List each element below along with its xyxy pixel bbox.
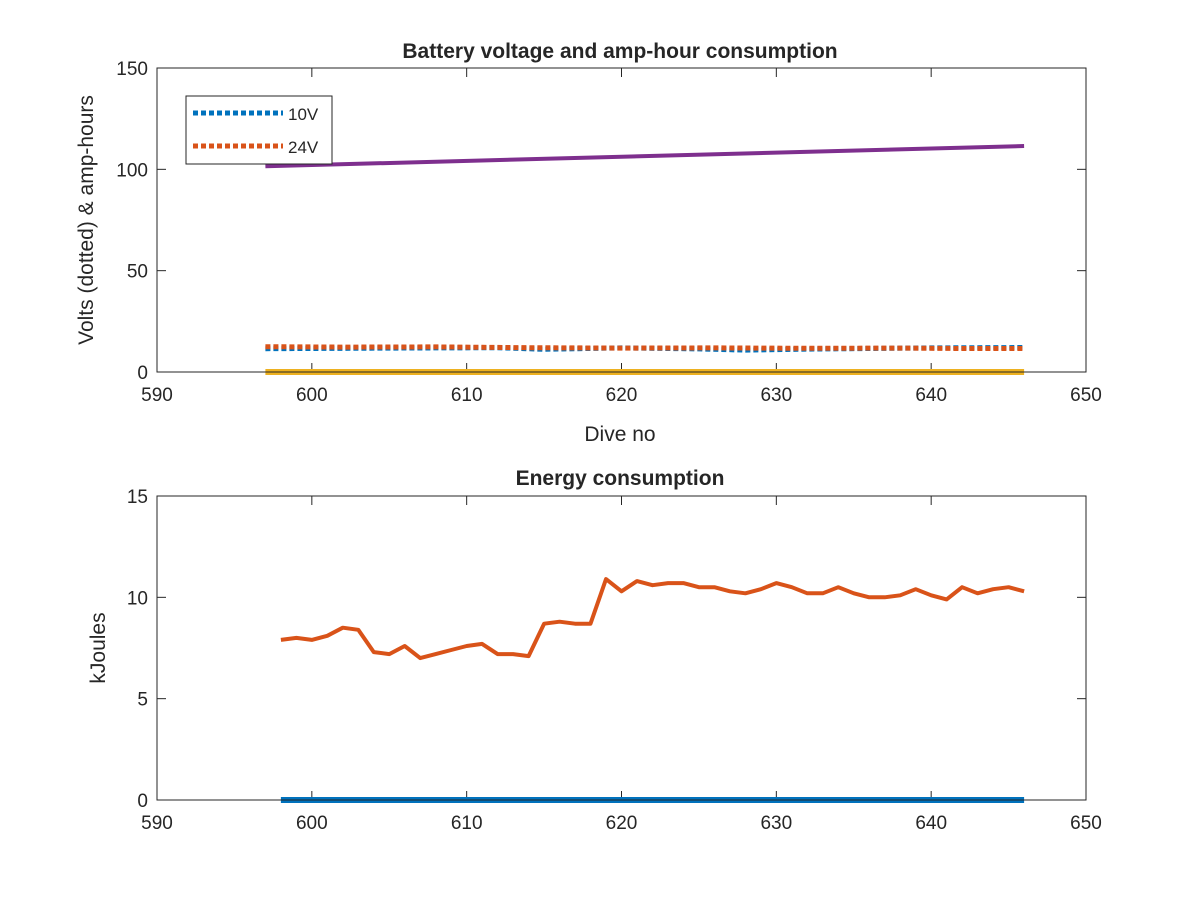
series-line-24v [265,344,1025,351]
series-group [265,144,1025,375]
axis-ticks: 590 600 610 620 630 640 650 0 5 10 15 [127,487,1102,834]
plot-area-frame [156,67,1087,373]
x-tick-label: 650 [1070,385,1102,406]
legend-box [185,95,333,165]
x-tick-label: 610 [451,813,483,834]
x-tick-label: 630 [760,385,792,406]
x-tick-label: 650 [1070,813,1102,834]
x-tick-label: 630 [760,813,792,834]
panel-battery-voltage: Battery voltage and amp-hour consumption… [75,40,1102,446]
legend-label-10v: 10V [288,105,319,124]
series-line-3 [265,144,1025,169]
x-axis-label: Dive no [584,423,655,446]
y-tick-label: 15 [127,487,148,508]
x-tick-label: 600 [296,385,328,406]
y-tick-label: 0 [137,363,148,384]
x-tick-label: 590 [141,385,173,406]
y-tick-label: 50 [127,262,148,283]
x-tick-label: 620 [606,385,638,406]
x-tick-label: 590 [141,813,173,834]
x-tick-label: 620 [606,813,638,834]
y-tick-label: 0 [137,791,148,812]
y-tick-label: 150 [116,59,148,80]
x-tick-label: 640 [915,385,947,406]
y-axis-label: kJoules [87,612,110,683]
chart-title: Battery voltage and amp-hour consumption [402,40,837,63]
axis-ticks: 590 600 610 620 630 640 650 0 50 100 150 [116,59,1102,406]
y-tick-label: 10 [127,588,148,609]
x-tick-label: 600 [296,813,328,834]
legend: 10V 24V [185,95,333,165]
legend-label-24v: 24V [288,138,319,157]
y-tick-label: 5 [137,690,148,711]
plot-area-frame [156,495,1087,801]
x-tick-label: 610 [451,385,483,406]
y-tick-label: 100 [116,160,148,181]
panel-energy-consumption: Energy consumption kJoules 590 600 610 620 6… [87,467,1102,834]
series-line-2 [280,577,1025,661]
x-tick-label: 640 [915,813,947,834]
series-group [280,577,1025,803]
y-axis-label: Volts (dotted) & amp-hours [75,95,98,345]
chart-title: Energy consumption [516,467,725,490]
